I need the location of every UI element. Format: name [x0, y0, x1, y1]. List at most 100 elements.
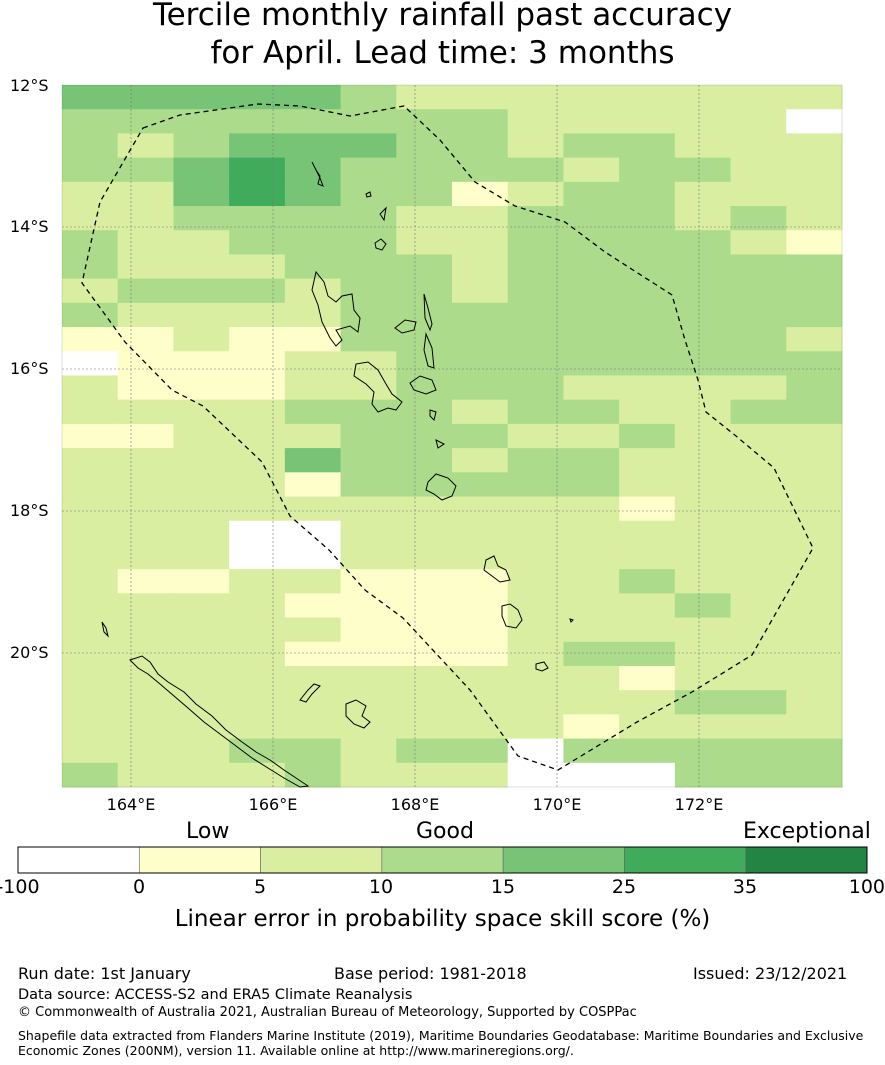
- grid-cell: [340, 302, 397, 328]
- grid-cell: [173, 254, 230, 280]
- grid-cell: [173, 520, 230, 546]
- efate-island: [425, 473, 457, 501]
- grid-cell: [396, 714, 453, 739]
- grid-cell: [173, 278, 230, 304]
- grid-cell: [674, 496, 731, 522]
- grid-cell: [229, 496, 286, 522]
- grid-cell: [340, 423, 397, 449]
- grid-cell: [173, 375, 230, 401]
- grid-cell: [340, 351, 397, 376]
- grid-cell: [563, 399, 620, 425]
- colorbar-tick: 10: [368, 876, 394, 898]
- grid-cell: [730, 351, 787, 376]
- grid-cell: [619, 109, 676, 134]
- grid-cell: [62, 714, 119, 739]
- grid-cell: [396, 593, 453, 618]
- grid-cell: [284, 496, 341, 522]
- grid-cell: [563, 665, 620, 691]
- grid-cell: [173, 496, 230, 522]
- lon-label-170e: 170°E: [532, 795, 582, 814]
- grid-cell: [396, 85, 453, 110]
- grid-cell: [619, 714, 676, 739]
- grid-cell: [674, 714, 731, 739]
- grid-cell: [396, 641, 453, 667]
- grid-cell: [62, 157, 119, 183]
- grid-cell: [284, 254, 341, 280]
- grid-cell: [786, 520, 843, 546]
- grid-cell: [563, 593, 620, 618]
- grid-cell: [173, 472, 230, 497]
- grid-cell: [229, 665, 286, 691]
- grid-cell: [674, 109, 731, 134]
- grid-cell: [452, 278, 509, 304]
- grid-cell: [229, 569, 286, 594]
- grid-cell: [674, 351, 731, 376]
- grid-cell: [229, 302, 286, 328]
- grid-cell: [340, 544, 397, 570]
- grid-cell: [284, 665, 341, 691]
- grid-cell: [117, 738, 174, 764]
- grid-cell: [117, 278, 174, 304]
- grid-cell: [563, 423, 620, 449]
- grid-cell: [284, 593, 341, 618]
- colorbar-tick: -100: [0, 876, 40, 898]
- grid-cell: [340, 762, 397, 788]
- grid-cell: [62, 738, 119, 764]
- grid-cell: [173, 302, 230, 328]
- grid-cell: [62, 496, 119, 522]
- category-exceptional: Exceptional: [743, 819, 871, 844]
- grid-cell: [619, 665, 676, 691]
- grid-cell: [507, 544, 564, 570]
- colorbar-segment: [502, 846, 625, 874]
- grid-cell: [117, 423, 174, 449]
- grid-cell: [452, 448, 509, 473]
- grid-cell: [340, 520, 397, 546]
- grid-cell: [173, 181, 230, 207]
- grid-cell: [62, 690, 119, 715]
- grid-cell: [229, 423, 286, 449]
- tanna-island: [501, 603, 523, 629]
- grid-cell: [730, 157, 787, 183]
- grid-cell: [340, 109, 397, 134]
- grid-cell: [619, 302, 676, 328]
- colorbar-segment: [17, 846, 140, 874]
- grid-cell: [730, 399, 787, 425]
- grid-cell: [62, 448, 119, 473]
- grid-cell: [62, 520, 119, 546]
- grid-cell: [396, 617, 453, 643]
- aneityum-island: [535, 661, 549, 672]
- grid-cell: [619, 375, 676, 401]
- grid-cell: [563, 738, 620, 764]
- grid-cell: [674, 690, 731, 715]
- grid-cell: [674, 423, 731, 449]
- grid-cell: [62, 593, 119, 618]
- grid-cell: [452, 375, 509, 401]
- grid-cell: [730, 714, 787, 739]
- grid-cell: [229, 375, 286, 401]
- grid-cell: [229, 399, 286, 425]
- grid-cell: [117, 593, 174, 618]
- grid-cell: [62, 399, 119, 425]
- grid-cell: [786, 109, 843, 134]
- grid-cell: [173, 423, 230, 449]
- grid-cell: [786, 617, 843, 643]
- grid-cell: [229, 254, 286, 280]
- grid-cell: [396, 569, 453, 594]
- grid-cell: [117, 133, 174, 159]
- lat-label-16s: 16°S: [10, 359, 49, 378]
- grid-cell: [619, 690, 676, 715]
- grid-cell: [284, 351, 341, 376]
- issued-date: Issued: 23/12/2021: [693, 964, 848, 983]
- grid-cell: [340, 157, 397, 183]
- grid-cell: [340, 230, 397, 255]
- grid-cell: [229, 230, 286, 255]
- grid-cell: [563, 109, 620, 134]
- grid-cell: [674, 472, 731, 497]
- grid-cell: [786, 448, 843, 473]
- grid-cell: [452, 254, 509, 280]
- grid-cell: [62, 544, 119, 570]
- grid-cell: [730, 520, 787, 546]
- grid-cell: [396, 133, 453, 159]
- gaua-island: [374, 238, 387, 251]
- grid-cell: [340, 375, 397, 401]
